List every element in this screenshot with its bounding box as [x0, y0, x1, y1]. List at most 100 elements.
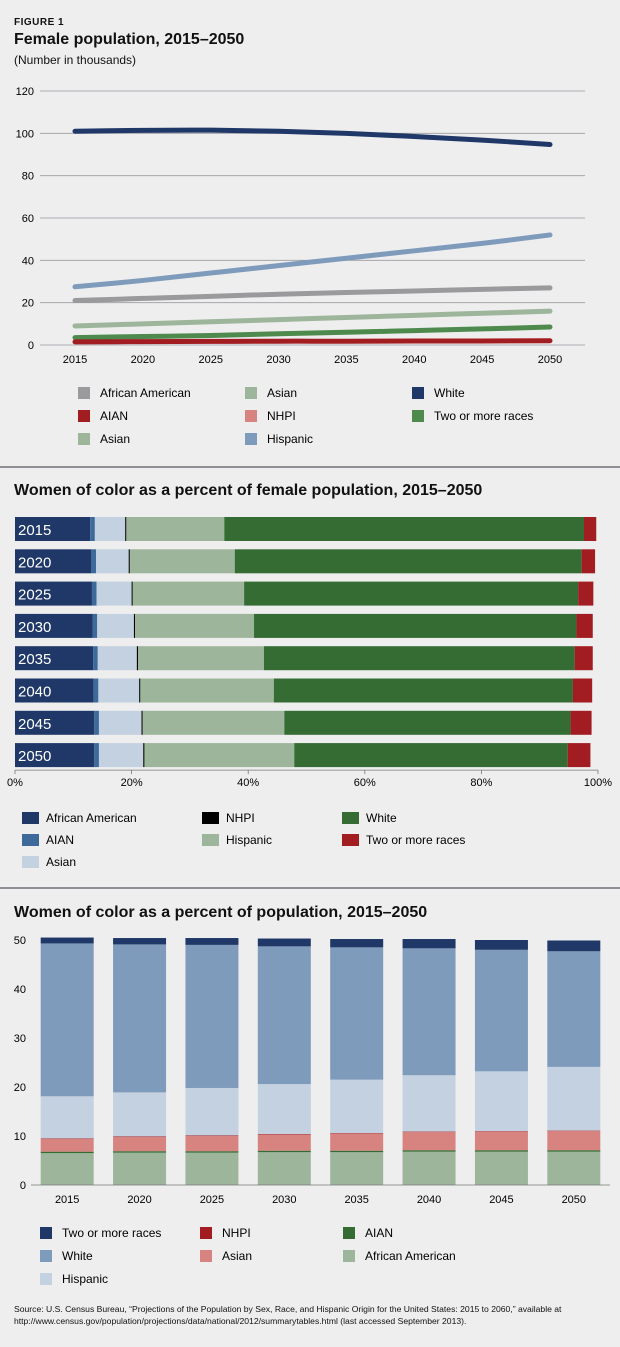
bar-segment-aian: [91, 581, 97, 606]
legend-label-two-or-more-races: Two or more races: [62, 1226, 161, 1240]
column-segment-white: [547, 951, 601, 1067]
column-segment-asian: [330, 1133, 384, 1151]
bar-segment-two-or-more-races: [574, 646, 593, 671]
bar-segment-asian: [98, 678, 140, 703]
column-segment-hispanic: [402, 1075, 456, 1132]
legend-label-white: White: [434, 386, 465, 400]
column-segment-aian: [40, 1151, 94, 1154]
series-line-hispanic: [72, 232, 553, 290]
column-segment-white: [40, 943, 94, 1097]
x-tick-label: 2015: [55, 1194, 79, 1206]
bar-segment-african-american: [15, 581, 92, 606]
bar-segment-two-or-more-races: [576, 613, 593, 638]
x-tick-label: 2035: [344, 1194, 368, 1206]
legend-label-nhpi: NHPI: [267, 409, 296, 423]
legend-swatch-nhpi: [202, 812, 219, 824]
bar-segment-nhpi: [139, 678, 141, 703]
x-tick-label: 2045: [489, 1194, 513, 1206]
legend-label-aian: AIAN: [46, 833, 74, 847]
column-segment-two-or-more-races: [185, 938, 239, 945]
legend-label-white: White: [366, 811, 397, 825]
y-tick-label: 50: [14, 935, 26, 947]
column-segment-two-or-more-races: [330, 939, 384, 948]
x-tick-label: 2030: [272, 1194, 296, 1206]
bar-segment-white: [294, 743, 568, 768]
bar-category-label: 2035: [18, 651, 51, 668]
column-segment-african-american: [474, 1151, 528, 1185]
y-tick-label: 120: [16, 86, 34, 98]
legend-label-asian: Asian: [267, 386, 297, 400]
bar-category-label: 2050: [18, 748, 51, 765]
column-segment-african-american: [113, 1152, 167, 1185]
bar-segment-nhpi: [141, 710, 143, 735]
column-segment-two-or-more-races: [40, 937, 94, 944]
chart3-title: Women of color as a percent of populatio…: [14, 904, 428, 921]
legend-label-white: White: [62, 1249, 93, 1263]
bar-segment-hispanic: [142, 710, 285, 735]
legend-label-nhpi: NHPI: [222, 1226, 251, 1240]
x-tick-label: 2050: [562, 1194, 586, 1206]
bar-segment-hispanic: [126, 517, 225, 541]
column-segment-african-american: [40, 1153, 94, 1185]
y-tick-label: 20: [22, 298, 34, 310]
x-tick-label: 2030: [266, 354, 290, 366]
bar-segment-white: [273, 678, 573, 703]
bar-segment-hispanic: [132, 581, 245, 606]
female-percent-stacked-bar-chart: 2015 2020 2025 2030 2035 2040 2045 2050 0% 20% 40%…: [7, 517, 612, 869]
x-tick-label: 80%: [470, 777, 492, 789]
x-tick-label: 2050: [538, 354, 562, 366]
legend-label-asian: Asian: [100, 432, 130, 446]
x-tick-label: 100%: [584, 777, 612, 789]
column-segment-hispanic: [330, 1079, 384, 1134]
column-segment-aian: [330, 1150, 384, 1153]
column-segment-hispanic: [113, 1092, 167, 1137]
bar-segment-nhpi: [143, 743, 145, 768]
legend-swatch-african-american: [78, 387, 90, 399]
bar-segment-hispanic: [140, 678, 274, 703]
legend-label-nhpi: NHPI: [226, 811, 255, 825]
bar-segment-two-or-more-races: [578, 581, 594, 606]
series-line-two-or-more-races: [72, 324, 553, 341]
source-note: Source: U.S. Census Bureau, “Projections…: [14, 1304, 562, 1326]
bar-segment-african-american: [15, 646, 94, 671]
x-tick-label: 2040: [402, 354, 426, 366]
bar-category-label: 2015: [18, 522, 51, 539]
bar-segment-hispanic: [138, 646, 264, 671]
legend-label-african-american: African American: [46, 811, 137, 825]
y-tick-label: 40: [14, 984, 26, 996]
column-segment-two-or-more-races: [547, 940, 601, 952]
legend-label-hispanic: Hispanic: [62, 1272, 108, 1286]
bar-segment-white: [254, 613, 577, 638]
bar-segment-hispanic: [144, 743, 295, 768]
bar-category-label: 2020: [18, 554, 51, 571]
column-segment-african-american: [257, 1152, 311, 1185]
divider-1: [0, 466, 620, 468]
column-segment-aian: [257, 1150, 311, 1153]
column-segment-african-american: [185, 1152, 239, 1185]
bar-segment-african-american: [15, 678, 94, 703]
x-tick-label: 2045: [470, 354, 494, 366]
legend-label-asian: Asian: [46, 855, 76, 869]
y-tick-label: 100: [16, 128, 34, 140]
divider-2: [0, 887, 620, 889]
bar-segment-asian: [94, 517, 126, 541]
bar-segment-two-or-more-races: [584, 517, 597, 541]
bar-segment-asian: [98, 710, 142, 735]
bar-segment-hispanic: [129, 549, 235, 574]
column-segment-aian: [185, 1151, 239, 1153]
bar-segment-nhpi: [125, 517, 127, 541]
legend-swatch-nhpi: [245, 410, 257, 422]
legend-swatch-african-american: [343, 1250, 355, 1262]
legend-swatch-asian: [22, 856, 39, 868]
bar-segment-white: [284, 710, 571, 735]
series-line-aian: [72, 338, 553, 345]
column-segment-white: [402, 948, 456, 1076]
column-segment-aian: [113, 1151, 167, 1153]
bar-segment-white: [244, 581, 579, 606]
legend-swatch-aian: [343, 1227, 355, 1239]
bar-segment-asian: [97, 646, 137, 671]
chart1-subtitle: (Number in thousands): [14, 53, 137, 67]
column-segment-hispanic: [40, 1096, 94, 1139]
column-segment-asian: [474, 1131, 528, 1151]
